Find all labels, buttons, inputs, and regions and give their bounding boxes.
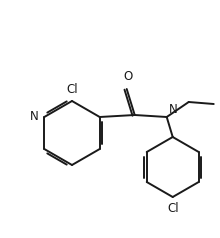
Text: N: N	[169, 103, 178, 116]
Text: O: O	[123, 70, 132, 83]
Text: Cl: Cl	[66, 83, 78, 96]
Text: Cl: Cl	[167, 202, 178, 215]
Text: N: N	[29, 110, 38, 124]
